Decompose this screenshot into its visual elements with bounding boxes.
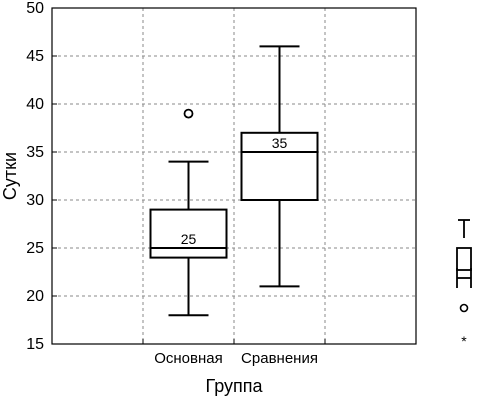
legend-layer: * <box>456 219 472 349</box>
grid-layer <box>52 8 416 344</box>
label-layer: Основная Сравнения Группа Сутки <box>0 152 318 396</box>
x-category-label: Основная <box>154 350 223 367</box>
y-tick-label: 15 <box>26 336 44 353</box>
axis-layer: 15 20 25 30 35 40 45 50 <box>26 0 417 353</box>
y-tick-label: 40 <box>26 96 44 113</box>
y-tick-label: 35 <box>26 144 44 161</box>
interquartile-box <box>240 131 319 201</box>
box-layer: 25 35 <box>149 45 319 317</box>
median-value-label: 35 <box>272 135 288 151</box>
y-tick-label: 50 <box>26 0 44 17</box>
interquartile-box <box>149 208 228 259</box>
x-category-label: Сравнения <box>241 350 318 367</box>
y-tick-label: 25 <box>26 240 44 257</box>
legend-box-symbol <box>456 247 472 271</box>
median-value-label: 25 <box>181 231 197 247</box>
x-axis-title: Группа <box>205 376 263 396</box>
y-tick-label: 20 <box>26 288 44 305</box>
y-tick-label: 30 <box>26 192 44 209</box>
outlier-point <box>183 108 194 119</box>
y-axis-title: Сутки <box>0 152 20 200</box>
y-tick-label: 45 <box>26 48 44 65</box>
legend-extreme-symbol: * <box>461 333 467 349</box>
legend-outlier-symbol <box>459 303 469 313</box>
